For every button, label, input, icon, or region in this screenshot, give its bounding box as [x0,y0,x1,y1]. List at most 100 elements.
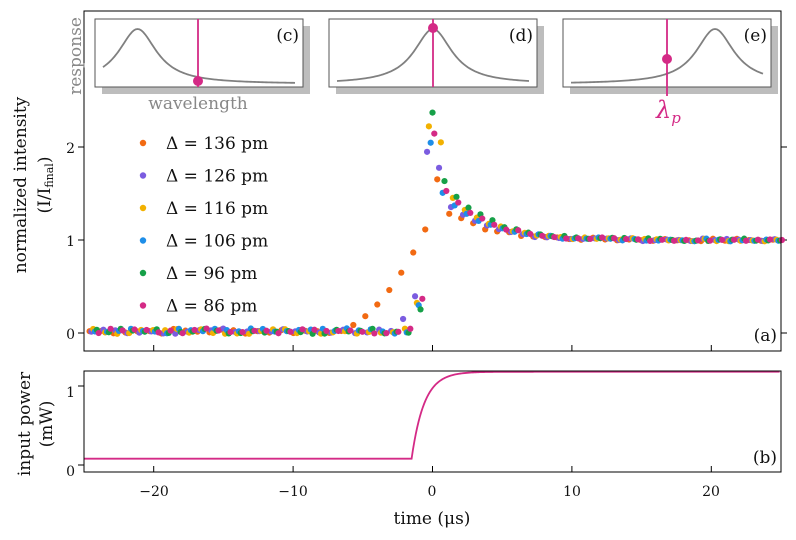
point-series5-25 [395,328,402,335]
ytick-a-0: 0 [66,327,75,343]
point-series5-52 [718,236,726,243]
point-series5-24 [383,330,390,337]
panel-b-frame [83,370,782,473]
point-series0-24 [374,301,381,308]
point-series0-26 [398,269,405,276]
point-series5-38 [551,233,558,241]
point-series5-5 [155,329,162,336]
point-series5-51 [706,237,714,244]
legend-marker-1 [139,172,147,179]
inset-d-marker [428,23,438,33]
point-series5-47 [658,236,666,243]
lambda-subscript: p [671,109,681,127]
point-series4-27 [417,306,424,313]
panel-a-points [86,109,786,337]
inset-e-marker [662,54,672,64]
point-series0-30 [446,210,453,217]
legend-marker-5 [139,302,147,309]
xtick-0: −20 [139,484,169,500]
point-series5-39 [563,235,570,242]
ylabel-b-units: (mW) [37,401,57,448]
point-series5-40 [575,235,582,242]
ylabel-a-sub-main: (I/I [35,188,55,214]
point-series1-29 [435,164,443,171]
legend-label-1: Δ = 126 pm [166,167,268,187]
panel-a-frame [83,10,782,352]
point-series5-36 [527,230,534,238]
panel-b-ticks [78,385,712,472]
inset-c-letter: (c) [276,26,299,46]
point-series5-26 [407,325,414,332]
legend-marker-3 [139,237,147,244]
response-label: response [66,17,86,95]
point-series5-56 [766,236,774,243]
point-series5-8 [191,326,198,334]
panel-b: 0 1 −20 −10 0 10 20 (b) input power (mW)… [15,370,782,529]
point-series5-48 [670,237,678,244]
legend-marker-2 [139,204,147,212]
lambda-p-label: λp [655,96,681,127]
point-series5-14 [263,327,270,334]
ytick-b-0: 0 [66,464,75,480]
legend-label-0: Δ = 136 pm [166,134,268,154]
point-series0-27 [410,249,417,256]
inset-c-marker [193,76,203,86]
point-series5-29 [443,187,450,195]
point-series2-28 [425,123,432,130]
point-series5-43 [611,235,618,242]
point-series2-29 [437,139,444,146]
point-series5-30 [455,199,462,206]
legend-marker-0 [139,139,147,147]
point-series5-15 [275,330,282,337]
point-series5-0 [95,329,102,337]
point-series0-22 [350,321,357,329]
point-series5-10 [215,327,222,334]
inset-e-letter: (e) [744,26,767,46]
point-series0-23 [362,313,369,320]
legend-label-5: Δ = 86 pm [166,297,257,317]
point-series5-13 [251,327,258,334]
point-series5-44 [623,235,630,243]
point-series1-26 [399,315,407,323]
input-power-line [84,370,780,460]
point-series5-46 [647,237,654,244]
point-series5-28 [431,130,438,137]
point-series5-9 [203,325,210,332]
point-series5-16 [287,328,294,335]
point-series1-28 [423,148,431,155]
point-series5-53 [730,236,738,243]
xtick-3: 10 [563,484,581,500]
point-series5-33 [491,221,498,228]
legend-label-4: Δ = 96 pm [166,264,257,284]
lambda-symbol: λ [655,96,671,124]
ytick-a-1: 1 [66,234,75,250]
point-series5-42 [599,234,606,241]
xtick-2: 0 [428,484,437,500]
point-series5-23 [371,330,378,337]
point-series5-6 [167,327,174,334]
point-series5-4 [143,326,150,334]
inset-c: (c) [94,18,310,94]
wavelength-label: wavelength [148,94,248,114]
point-series5-20 [335,327,342,335]
ytick-a-2: 2 [66,141,75,157]
point-series0-28 [422,226,429,233]
point-series5-18 [311,326,318,333]
point-series5-3 [131,326,138,333]
point-series5-27 [419,295,426,302]
point-series4-29 [441,177,448,185]
point-series4-31 [465,204,472,211]
point-series5-50 [694,237,702,244]
point-series5-2 [119,327,126,334]
point-series5-41 [587,235,594,242]
point-series4-28 [429,109,436,116]
ylabel-a-sub: (I/Ifinal) [35,157,56,214]
point-series5-55 [754,236,762,243]
point-series5-21 [347,327,354,334]
point-series5-22 [359,328,366,335]
point-series5-45 [635,236,642,243]
inset-e: (e) [562,18,778,94]
point-series5-7 [179,330,186,337]
point-series5-34 [503,226,510,233]
